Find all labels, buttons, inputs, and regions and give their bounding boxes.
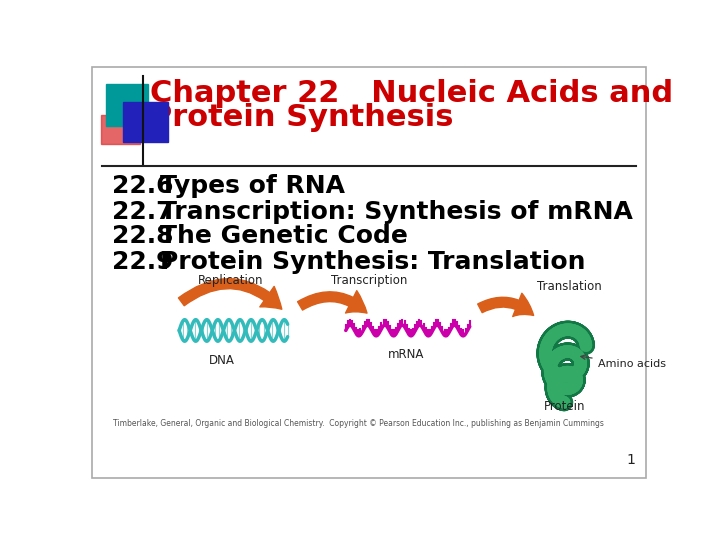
Text: 22.7: 22.7 bbox=[112, 200, 174, 224]
FancyArrowPatch shape bbox=[297, 291, 367, 313]
Text: Transcription: Synthesis of mRNA: Transcription: Synthesis of mRNA bbox=[160, 200, 633, 224]
Text: Protein Synthesis: Protein Synthesis bbox=[150, 103, 454, 132]
Text: DNA: DNA bbox=[209, 354, 235, 367]
Text: The Genetic Code: The Genetic Code bbox=[160, 224, 408, 248]
Bar bbox=[122, 102, 168, 142]
Text: 22.6: 22.6 bbox=[112, 174, 174, 198]
Text: Chapter 22   Nucleic Acids and: Chapter 22 Nucleic Acids and bbox=[150, 79, 674, 107]
FancyArrowPatch shape bbox=[477, 293, 534, 316]
Bar bbox=[101, 115, 140, 144]
Text: mRNA: mRNA bbox=[388, 348, 424, 361]
Text: 1: 1 bbox=[626, 453, 636, 467]
Text: Types of RNA: Types of RNA bbox=[160, 174, 345, 198]
Text: Transcription: Transcription bbox=[330, 274, 408, 287]
Text: Timberlake, General, Organic and Biological Chemistry.  Copyright © Pearson Educ: Timberlake, General, Organic and Biologi… bbox=[113, 419, 604, 428]
Text: Protein: Protein bbox=[544, 400, 585, 413]
FancyArrowPatch shape bbox=[179, 279, 282, 309]
Text: Translation: Translation bbox=[537, 280, 602, 293]
Text: Protein Synthesis: Translation: Protein Synthesis: Translation bbox=[160, 249, 585, 274]
Text: 22.9: 22.9 bbox=[112, 249, 174, 274]
Text: Replication: Replication bbox=[198, 274, 264, 287]
Bar bbox=[106, 84, 148, 126]
Text: Amino acids: Amino acids bbox=[581, 355, 665, 369]
FancyBboxPatch shape bbox=[92, 67, 646, 478]
Text: 22.8: 22.8 bbox=[112, 224, 174, 248]
